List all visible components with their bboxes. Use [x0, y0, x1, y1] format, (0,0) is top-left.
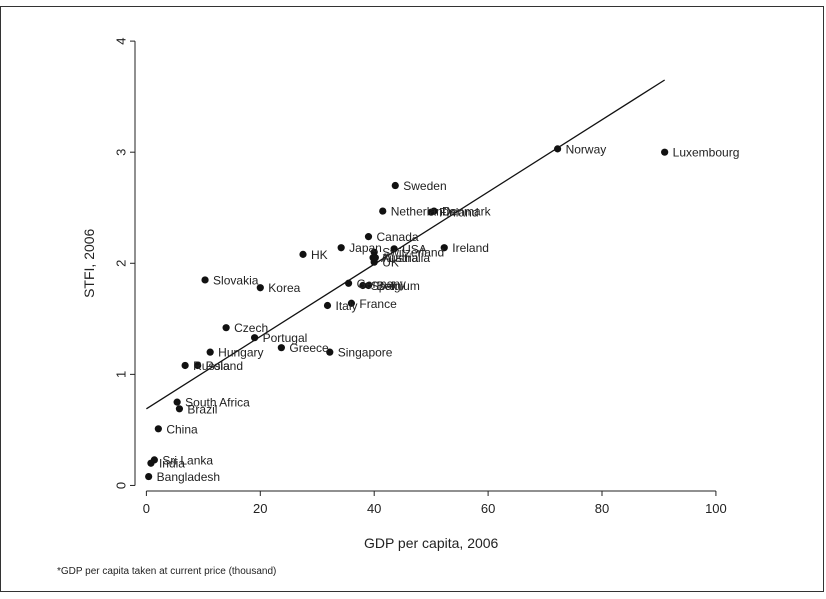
point-label: Portugal	[263, 331, 308, 345]
point-label: Japan	[349, 241, 382, 255]
data-point	[370, 258, 378, 266]
data-point	[347, 299, 356, 307]
point-label: Canada	[377, 230, 419, 244]
point-label: UK	[382, 256, 399, 270]
y-tick-label: 2	[114, 260, 129, 267]
data-point	[251, 334, 259, 342]
data-point	[364, 233, 373, 241]
point-label: Brazil	[187, 402, 217, 416]
data-point	[390, 245, 398, 253]
data-point	[194, 361, 202, 370]
data-point	[256, 284, 264, 292]
point-label: Switzerland	[382, 246, 444, 260]
point-label: Korea	[268, 281, 300, 295]
point-label: Singapore	[338, 346, 393, 360]
point-label: India	[159, 457, 185, 471]
data-point	[222, 324, 230, 332]
x-tick-label: 0	[143, 501, 150, 516]
point-label: Czech	[234, 321, 268, 335]
data-point	[323, 301, 332, 310]
data-point	[364, 281, 373, 290]
data-point	[661, 148, 669, 156]
fit-line	[146, 79, 666, 410]
data-points	[145, 145, 669, 481]
data-point	[147, 459, 155, 467]
point-label: Denmark	[442, 205, 492, 219]
figure-border	[0, 6, 824, 592]
point-label: HK	[311, 248, 328, 262]
data-point	[344, 279, 353, 287]
data-point	[326, 348, 334, 356]
data-point	[145, 472, 153, 481]
point-label: Sri Lanka	[162, 453, 213, 467]
data-point	[379, 207, 387, 215]
point-label: Hungary	[218, 346, 263, 360]
point-label: Finland	[439, 206, 478, 220]
axes: 0 20 40 60 80 100 0 1 2 3 4	[114, 37, 727, 516]
point-label: Netherlands	[391, 205, 456, 219]
point-label: Belgium	[377, 279, 420, 293]
point-label: Sweden	[403, 179, 446, 193]
point-label: South Africa	[185, 396, 250, 410]
y-tick-label: 3	[114, 149, 129, 156]
data-point	[391, 181, 399, 190]
data-point	[175, 405, 184, 413]
data-point	[440, 244, 448, 252]
footnote: *GDP per capita taken at current price (…	[57, 566, 277, 577]
point-label: Australia	[383, 251, 430, 265]
x-axis-title: GDP per capita, 2006	[364, 535, 499, 551]
data-point	[154, 425, 162, 433]
y-tick-label: 0	[114, 482, 129, 489]
data-point	[299, 250, 307, 258]
data-point	[201, 276, 209, 284]
point-label: Ireland	[452, 241, 489, 255]
point-label: Luxembourg	[673, 146, 740, 160]
data-point	[206, 348, 214, 356]
data-point	[173, 398, 181, 406]
y-tick-label: 1	[114, 371, 129, 378]
point-label: Greece	[289, 341, 329, 355]
x-tick-label: 40	[367, 501, 381, 516]
point-label: Bangladesh	[157, 470, 220, 484]
fit-line-group	[146, 79, 666, 410]
data-point	[181, 361, 189, 370]
point-label: Norway	[566, 142, 607, 156]
y-tick-label: 4	[114, 37, 129, 44]
point-labels: Luxembourg Norway Sweden NetherlandsDenmark…	[157, 142, 740, 484]
x-tick-label: 80	[595, 501, 609, 516]
data-point	[553, 145, 562, 153]
point-label: USA	[402, 242, 427, 256]
point-label: Spain	[371, 279, 402, 293]
point-label: Austria	[381, 251, 419, 265]
point-label: France	[359, 297, 397, 311]
data-point	[359, 281, 367, 290]
point-label: Russia	[193, 359, 230, 373]
data-point	[370, 248, 378, 256]
point-label: Slovakia	[213, 273, 259, 287]
data-point	[277, 344, 285, 352]
point-label: Poland	[206, 359, 243, 373]
x-tick-label: 100	[705, 501, 727, 516]
x-tick-label: 20	[253, 501, 267, 516]
point-label: Germany	[357, 277, 406, 291]
y-axis-title: STFI, 2006	[81, 228, 97, 297]
x-tick-label: 60	[481, 501, 495, 516]
data-point	[427, 208, 435, 216]
point-label: Italy	[335, 299, 357, 313]
data-point	[337, 244, 345, 252]
point-label: China	[166, 422, 198, 436]
